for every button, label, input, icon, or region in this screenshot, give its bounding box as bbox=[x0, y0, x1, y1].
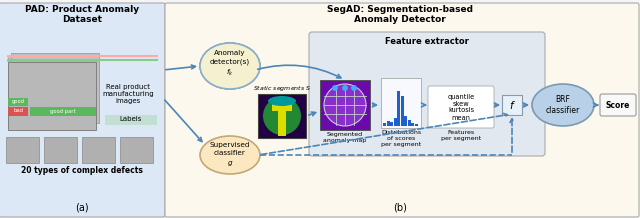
FancyBboxPatch shape bbox=[502, 95, 522, 115]
FancyBboxPatch shape bbox=[8, 56, 96, 126]
FancyBboxPatch shape bbox=[397, 91, 400, 126]
Text: Distributions
of scores
per segment: Distributions of scores per segment bbox=[381, 130, 421, 146]
FancyBboxPatch shape bbox=[44, 137, 77, 163]
FancyBboxPatch shape bbox=[309, 32, 545, 156]
FancyBboxPatch shape bbox=[0, 3, 165, 217]
Text: Static segments $S$: Static segments $S$ bbox=[253, 84, 311, 93]
FancyBboxPatch shape bbox=[415, 124, 418, 126]
Ellipse shape bbox=[268, 96, 296, 106]
Ellipse shape bbox=[532, 84, 594, 126]
FancyBboxPatch shape bbox=[120, 137, 153, 163]
Circle shape bbox=[333, 86, 337, 90]
FancyBboxPatch shape bbox=[6, 137, 39, 163]
Ellipse shape bbox=[200, 43, 260, 89]
FancyBboxPatch shape bbox=[408, 120, 411, 126]
Text: 20 types of complex defects: 20 types of complex defects bbox=[21, 166, 143, 175]
Text: good: good bbox=[12, 99, 24, 104]
Text: Feature extractor: Feature extractor bbox=[385, 37, 469, 46]
Text: Anomaly
detector(s)
$f_k$: Anomaly detector(s) $f_k$ bbox=[210, 50, 250, 78]
FancyBboxPatch shape bbox=[320, 80, 370, 130]
FancyBboxPatch shape bbox=[404, 116, 407, 126]
Text: Segmented
anomaly map: Segmented anomaly map bbox=[323, 132, 367, 143]
FancyBboxPatch shape bbox=[82, 137, 115, 163]
Text: $f$: $f$ bbox=[509, 99, 515, 111]
Text: Real product
manufacturing
images: Real product manufacturing images bbox=[102, 84, 154, 104]
Ellipse shape bbox=[200, 43, 260, 89]
FancyBboxPatch shape bbox=[8, 107, 28, 116]
FancyBboxPatch shape bbox=[105, 115, 157, 125]
Ellipse shape bbox=[200, 43, 260, 89]
FancyBboxPatch shape bbox=[390, 122, 393, 126]
Text: Labels: Labels bbox=[120, 116, 142, 122]
FancyBboxPatch shape bbox=[428, 86, 494, 128]
FancyBboxPatch shape bbox=[600, 94, 636, 116]
FancyBboxPatch shape bbox=[381, 78, 421, 128]
FancyBboxPatch shape bbox=[8, 98, 28, 106]
Ellipse shape bbox=[200, 136, 260, 174]
FancyBboxPatch shape bbox=[258, 94, 306, 138]
Ellipse shape bbox=[200, 43, 260, 89]
Text: Supervised
classifier
$g$: Supervised classifier $g$ bbox=[210, 142, 250, 168]
Ellipse shape bbox=[200, 43, 260, 89]
Text: (b): (b) bbox=[393, 202, 407, 212]
FancyBboxPatch shape bbox=[8, 62, 96, 130]
Text: PAD: Product Anomaly
Dataset: PAD: Product Anomaly Dataset bbox=[25, 5, 139, 24]
Text: (a): (a) bbox=[75, 202, 89, 212]
FancyBboxPatch shape bbox=[30, 107, 96, 116]
FancyBboxPatch shape bbox=[100, 63, 157, 108]
Text: quantile
skew
kurtosis
mean: quantile skew kurtosis mean bbox=[447, 94, 475, 121]
Text: BRF
classifier: BRF classifier bbox=[546, 95, 580, 115]
Circle shape bbox=[343, 86, 347, 90]
Text: good part: good part bbox=[50, 109, 76, 114]
Ellipse shape bbox=[324, 84, 366, 126]
FancyBboxPatch shape bbox=[383, 123, 386, 126]
Ellipse shape bbox=[263, 97, 301, 135]
FancyBboxPatch shape bbox=[394, 118, 397, 126]
Text: bad: bad bbox=[13, 109, 23, 114]
Text: Features
per segment: Features per segment bbox=[441, 130, 481, 141]
Circle shape bbox=[352, 86, 356, 90]
Text: SegAD: Segmentation-based
Anomaly Detector: SegAD: Segmentation-based Anomaly Detect… bbox=[327, 5, 473, 24]
FancyBboxPatch shape bbox=[387, 121, 390, 126]
FancyBboxPatch shape bbox=[278, 106, 286, 136]
FancyBboxPatch shape bbox=[165, 3, 639, 217]
FancyBboxPatch shape bbox=[11, 53, 99, 123]
Text: Score: Score bbox=[606, 100, 630, 109]
FancyBboxPatch shape bbox=[272, 103, 292, 111]
FancyBboxPatch shape bbox=[401, 96, 404, 126]
FancyBboxPatch shape bbox=[411, 123, 414, 126]
